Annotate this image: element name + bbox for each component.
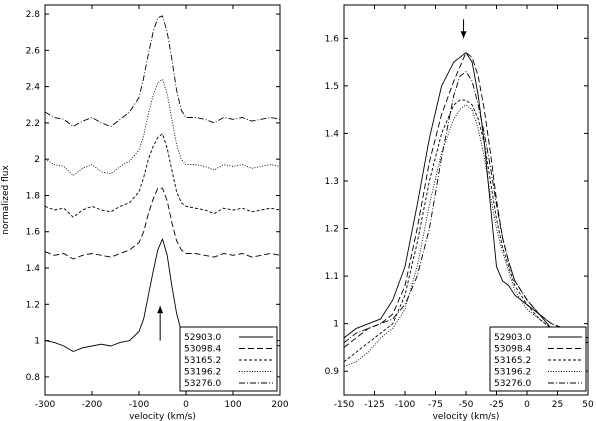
x-tick-label: -75	[428, 400, 443, 410]
legend-label: 53196.2	[494, 368, 531, 378]
y-tick-label: 1	[34, 337, 40, 347]
y-tick-label: 2.6	[26, 46, 41, 56]
left-panel: -300 -200 -100 0 100 200 0.8 1 1.2 1.4 1.6 1.8 2 2.2 2…	[1, 4, 289, 421]
x-tick-label: 50	[582, 400, 594, 410]
series-line-53165.2	[44, 133, 281, 218]
y-tick-label: 1.3	[325, 177, 339, 187]
legend-label: 53276.0	[494, 379, 531, 389]
x-tick-label: -300	[35, 400, 56, 410]
legend-label: 53165.2	[494, 356, 531, 366]
x-tick-label: -25	[489, 400, 504, 410]
y-tick-label: 1.6	[26, 228, 41, 238]
y-tick-label: 1.4	[325, 129, 340, 139]
y-tick-label: 0.9	[325, 367, 340, 377]
right-panel: -150 -125 -100 -75 -50 -25 0 25 50 0.9 1 1.1 1.2 1.3 1…	[325, 4, 594, 421]
x-axis-label: velocity (km/s)	[129, 412, 196, 421]
series-line-53276.0	[343, 71, 589, 344]
series-line-53196.2	[44, 78, 281, 176]
x-tick-label: -50	[459, 400, 474, 410]
annotation-arrow-head	[157, 306, 164, 314]
y-tick-label: 1.5	[325, 82, 339, 92]
y-tick-label: 1.6	[325, 34, 340, 44]
y-tick-label: 1.2	[325, 225, 339, 235]
y-tick-label: 2.2	[26, 119, 40, 129]
legend-label: 53276.0	[184, 379, 221, 389]
series-line-53165.2	[343, 99, 589, 363]
series-line-53098.4	[44, 187, 281, 260]
x-tick-label: 25	[552, 400, 563, 410]
y-axis-label: normalized flux	[1, 165, 11, 235]
series-line-53098.4	[343, 52, 589, 348]
legend-label: 52903.0	[494, 333, 531, 343]
legend-label: 52903.0	[184, 333, 221, 343]
x-tick-label: 100	[224, 400, 241, 410]
x-axis-label: velocity (km/s)	[433, 412, 500, 421]
x-tick-label: 0	[183, 400, 189, 410]
x-tick-label: -150	[334, 400, 355, 410]
y-tick-label: 1.8	[26, 191, 41, 201]
x-tick-label: 200	[271, 400, 288, 410]
x-tick-label: -200	[82, 400, 103, 410]
y-tick-label: 1.1	[325, 272, 339, 282]
x-tick-label: -100	[395, 400, 416, 410]
x-tick-label: -100	[129, 400, 150, 410]
legend-label: 53165.2	[184, 356, 221, 366]
y-tick-label: 2.8	[26, 10, 41, 20]
y-tick-label: 1	[333, 320, 339, 330]
legend-label: 53098.4	[184, 345, 221, 355]
legend-label: 53098.4	[494, 345, 531, 355]
plot-frame	[44, 4, 281, 396]
series-line-53196.2	[343, 104, 588, 367]
legend-box	[179, 326, 278, 392]
y-tick-label: 1.4	[26, 264, 41, 274]
legend-label: 53196.2	[184, 368, 221, 378]
y-tick-label: 1.2	[26, 300, 40, 310]
x-tick-label: -125	[364, 400, 384, 410]
y-tick-label: 2.4	[26, 83, 41, 93]
y-tick-label: 2	[34, 155, 40, 165]
legend-box	[489, 326, 587, 392]
series-line-52903.0	[343, 52, 589, 339]
annotation-arrow-head	[460, 31, 467, 39]
y-tick-label: 0.8	[26, 373, 41, 383]
x-tick-label: 0	[524, 400, 530, 410]
series-line-53276.0	[44, 15, 281, 127]
